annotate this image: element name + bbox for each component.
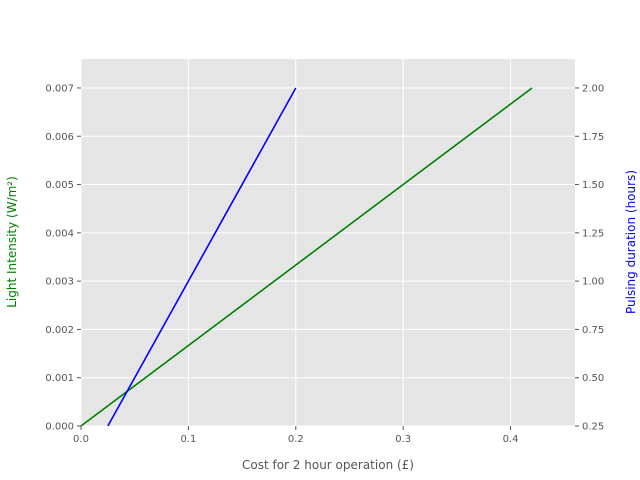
right-y-tick-label: 1.25 bbox=[582, 228, 604, 239]
right-y-tick-label: 1.00 bbox=[582, 277, 604, 288]
x-tick-label: 0.0 bbox=[73, 434, 89, 445]
right-y-axis-label: Pulsing duration (hours) bbox=[624, 170, 638, 314]
left-y-tick-label: 0.001 bbox=[45, 373, 74, 384]
left-y-tick-label: 0.006 bbox=[45, 132, 74, 143]
grid bbox=[80, 59, 575, 427]
x-axis-ticks: 0.0 0.1 0.2 0.3 0.4 bbox=[73, 426, 519, 445]
series-line-right bbox=[107, 87, 297, 427]
left-y-axis-label: Light Intensity (W/m²) bbox=[5, 176, 19, 308]
series-line-left bbox=[80, 87, 533, 427]
x-tick-label: 0.3 bbox=[395, 434, 411, 445]
right-y-tick-label: 1.50 bbox=[582, 180, 604, 191]
left-y-tick-label: 0.007 bbox=[45, 83, 74, 94]
left-y-tick-label: 0.004 bbox=[45, 228, 74, 239]
series-layer bbox=[80, 87, 533, 427]
x-tick-label: 0.4 bbox=[503, 434, 519, 445]
right-y-tick-label: 0.75 bbox=[582, 325, 604, 336]
right-y-tick-label: 2.00 bbox=[582, 83, 604, 94]
left-y-tick-label: 0.003 bbox=[45, 277, 74, 288]
x-tick-label: 0.2 bbox=[288, 434, 304, 445]
left-y-tick-label: 0.002 bbox=[45, 325, 74, 336]
x-tick-label: 0.1 bbox=[180, 434, 196, 445]
x-axis-label: Cost for 2 hour operation (£) bbox=[242, 458, 414, 472]
right-y-tick-label: 0.50 bbox=[582, 373, 604, 384]
left-y-axis-ticks: 0.000 0.001 0.002 0.003 0.004 0.005 0.006 0.007 bbox=[45, 83, 81, 433]
left-y-tick-label: 0.005 bbox=[45, 180, 74, 191]
right-y-axis-ticks: 0.25 0.50 0.75 1.00 1.25 1.50 1.75 2.00 bbox=[575, 83, 604, 433]
right-y-tick-label: 1.75 bbox=[582, 132, 604, 143]
left-y-tick-label: 0.000 bbox=[45, 422, 74, 433]
right-y-tick-label: 0.25 bbox=[582, 422, 604, 433]
